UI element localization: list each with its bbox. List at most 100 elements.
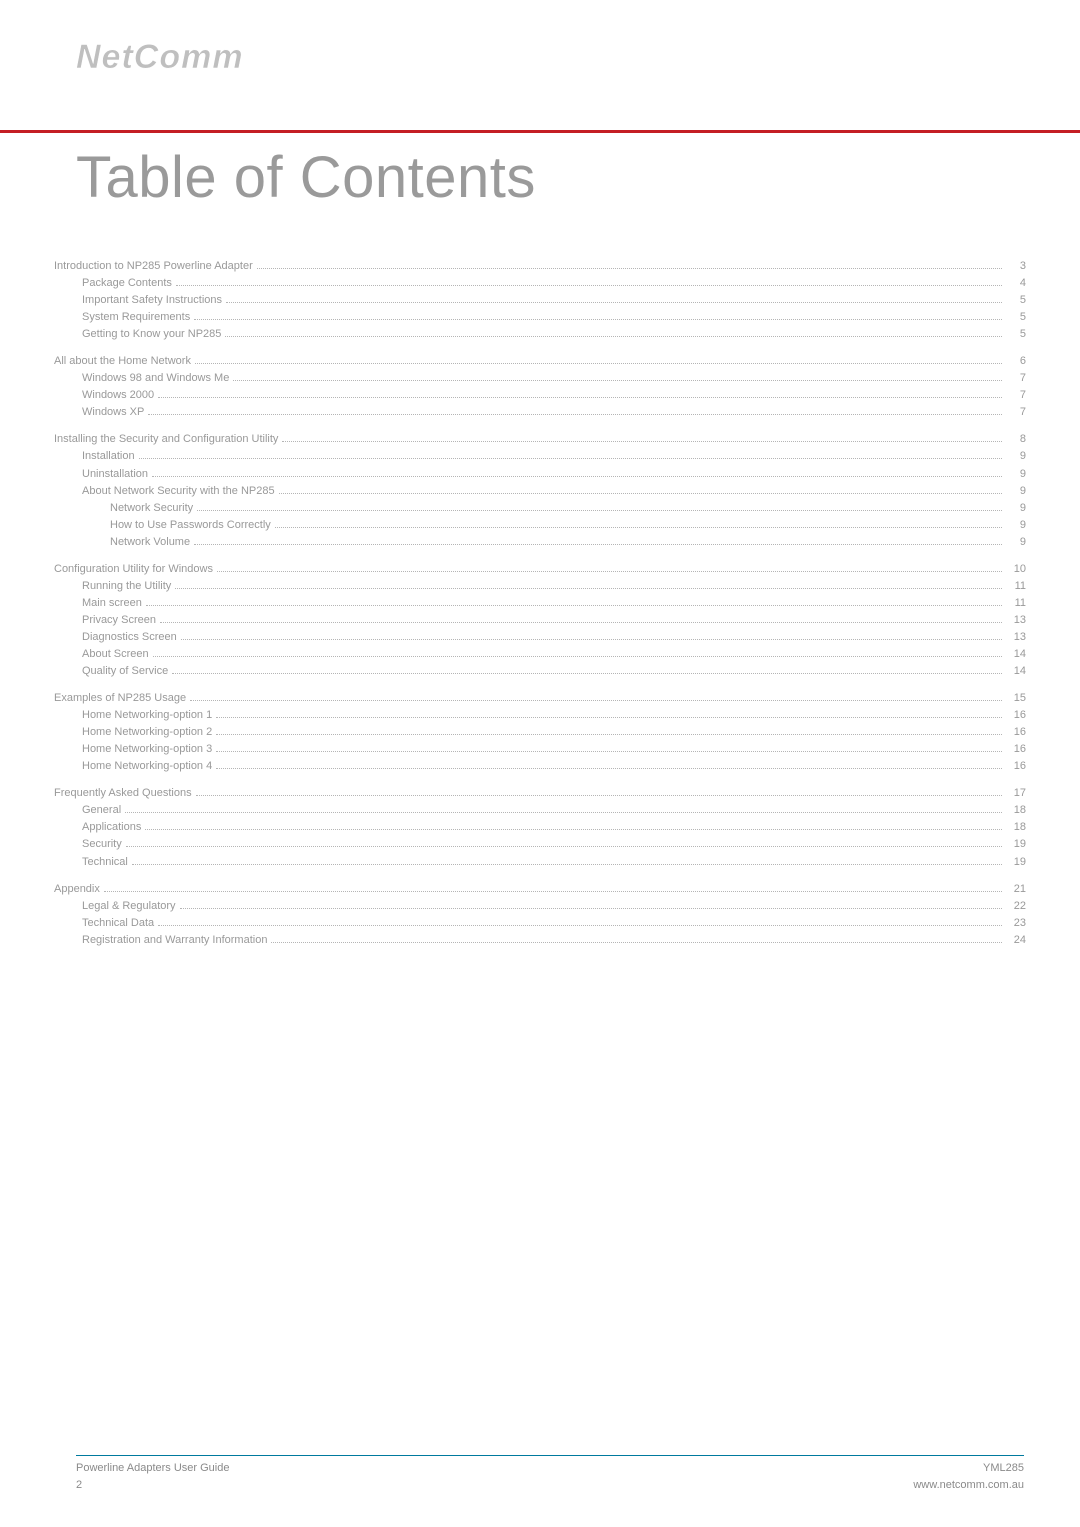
toc-section: Examples of NP285 Usage15Home Networking… <box>54 690 1026 775</box>
toc-page: 18 <box>1006 802 1026 819</box>
footer-page-number: 2 <box>76 1477 229 1494</box>
toc-leader <box>172 673 1002 674</box>
toc-page: 7 <box>1006 370 1026 387</box>
toc-page: 9 <box>1006 517 1026 534</box>
toc-leader <box>197 510 1002 511</box>
toc-label: Installation <box>82 448 135 465</box>
toc-entry: Running the Utility 11 <box>54 578 1026 595</box>
toc-label: Home Networking-option 3 <box>82 741 212 758</box>
toc-page: 21 <box>1006 881 1026 898</box>
toc-label: Package Contents <box>82 275 172 292</box>
toc-leader <box>176 285 1002 286</box>
toc-section: Installing the Security and Configuratio… <box>54 431 1026 550</box>
footer-left: Powerline Adapters User Guide 2 <box>76 1460 229 1493</box>
toc-page: 17 <box>1006 785 1026 802</box>
toc-page: 5 <box>1006 292 1026 309</box>
toc-leader <box>158 925 1002 926</box>
toc-entry: Technical19 <box>54 854 1026 871</box>
toc-leader <box>190 700 1002 701</box>
toc-entry: Network Volume9 <box>54 534 1026 551</box>
toc-entry: Windows 2000 7 <box>54 387 1026 404</box>
toc-page: 23 <box>1006 915 1026 932</box>
toc-page: 8 <box>1006 431 1026 448</box>
toc-label: All about the Home Network <box>54 353 191 370</box>
footer-guide-title: Powerline Adapters User Guide <box>76 1460 229 1477</box>
toc-label: Technical <box>82 854 128 871</box>
toc-label: Quality of Service <box>82 663 168 680</box>
toc-entry: Diagnostics Screen13 <box>54 629 1026 646</box>
toc-entry: General18 <box>54 802 1026 819</box>
toc-entry: Installation9 <box>54 448 1026 465</box>
toc-label: Registration and Warranty Information <box>82 932 267 949</box>
toc-leader <box>216 717 1002 718</box>
toc-leader <box>145 829 1002 830</box>
footer-rule <box>76 1455 1024 1456</box>
footer-right: YML285 www.netcomm.com.au <box>913 1460 1024 1493</box>
toc-entry: Home Networking-option 216 <box>54 724 1026 741</box>
toc-leader <box>271 942 1002 943</box>
toc-heading: Appendix 21 <box>54 881 1026 898</box>
toc-page: 5 <box>1006 326 1026 343</box>
toc-page: 15 <box>1006 690 1026 707</box>
toc-page: 22 <box>1006 898 1026 915</box>
toc-label: Windows 2000 <box>82 387 154 404</box>
toc-entry: Legal & Regulatory22 <box>54 898 1026 915</box>
toc-page: 7 <box>1006 387 1026 404</box>
toc-label: Network Security <box>110 500 193 517</box>
toc-page: 9 <box>1006 500 1026 517</box>
toc-label: Getting to Know your NP285 <box>82 326 221 343</box>
toc-label: About Screen <box>82 646 149 663</box>
toc-page: 10 <box>1006 561 1026 578</box>
toc-entry: Windows XP7 <box>54 404 1026 421</box>
toc-label: Uninstallation <box>82 466 148 483</box>
toc-page: 11 <box>1006 595 1026 612</box>
toc-leader <box>216 751 1002 752</box>
toc-leader <box>216 734 1002 735</box>
header-band: NetComm <box>0 0 1080 130</box>
table-of-contents: Introduction to NP285 Powerline Adapter3… <box>54 258 1026 959</box>
toc-leader <box>194 544 1002 545</box>
toc-label: Main screen <box>82 595 142 612</box>
toc-leader <box>217 571 1002 572</box>
toc-entry: Uninstallation 9 <box>54 466 1026 483</box>
toc-label: Privacy Screen <box>82 612 156 629</box>
toc-page: 7 <box>1006 404 1026 421</box>
toc-label: Technical Data <box>82 915 154 932</box>
toc-entry: Security19 <box>54 836 1026 853</box>
toc-page: 16 <box>1006 724 1026 741</box>
toc-entry: Windows 98 and Windows Me 7 <box>54 370 1026 387</box>
toc-label: Configuration Utility for Windows <box>54 561 213 578</box>
toc-page: 18 <box>1006 819 1026 836</box>
toc-label: Home Networking-option 1 <box>82 707 212 724</box>
toc-heading: All about the Home Network6 <box>54 353 1026 370</box>
toc-leader <box>152 476 1002 477</box>
toc-leader <box>195 363 1002 364</box>
toc-section: Frequently Asked Questions 17General18Ap… <box>54 785 1026 870</box>
toc-leader <box>153 656 1002 657</box>
toc-page: 3 <box>1006 258 1026 275</box>
toc-section: Appendix 21Legal & Regulatory22Technical… <box>54 881 1026 949</box>
toc-leader <box>233 380 1002 381</box>
toc-page: 16 <box>1006 741 1026 758</box>
toc-leader <box>160 622 1002 623</box>
toc-entry: Main screen 11 <box>54 595 1026 612</box>
toc-heading: Introduction to NP285 Powerline Adapter3 <box>54 258 1026 275</box>
toc-label: How to Use Passwords Correctly <box>110 517 271 534</box>
toc-page: 9 <box>1006 466 1026 483</box>
toc-leader <box>216 768 1002 769</box>
toc-label: Windows 98 and Windows Me <box>82 370 229 387</box>
toc-label: Network Volume <box>110 534 190 551</box>
toc-leader <box>282 441 1002 442</box>
toc-label: Security <box>82 836 122 853</box>
toc-leader <box>146 605 1002 606</box>
toc-leader <box>104 891 1002 892</box>
logo: NetComm <box>76 38 244 77</box>
toc-page: 16 <box>1006 707 1026 724</box>
toc-page: 13 <box>1006 629 1026 646</box>
toc-entry: Home Networking-option 416 <box>54 758 1026 775</box>
toc-label: Running the Utility <box>82 578 171 595</box>
toc-heading: Frequently Asked Questions 17 <box>54 785 1026 802</box>
toc-page: 24 <box>1006 932 1026 949</box>
toc-entry: System Requirements5 <box>54 309 1026 326</box>
toc-page: 11 <box>1006 578 1026 595</box>
